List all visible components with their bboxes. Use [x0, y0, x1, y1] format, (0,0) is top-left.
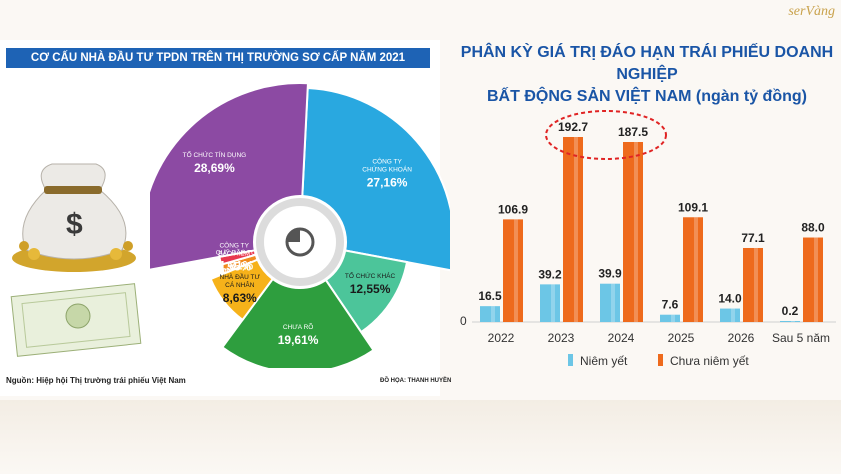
- bar-chart: 0 16.5 106.9 2022 39.2 192.7 2023 39.9 187.5 202…: [460, 110, 836, 368]
- pie-center-icon-mark: [287, 229, 300, 242]
- bar-value-label: 39.9: [598, 267, 622, 281]
- legend-swatch-niem-yet: [568, 354, 573, 366]
- bar-value-label: 0.2: [782, 304, 799, 318]
- bar-shine: [754, 247, 758, 322]
- bar-chua-niem-yet: [563, 137, 583, 322]
- bar-value-label: 7.6: [662, 298, 679, 312]
- bar-value-label: 16.5: [478, 289, 502, 303]
- pie-slice-label: TỔ CHỨC KHÁC: [345, 271, 396, 280]
- bar-chua-niem-yet: [503, 219, 523, 322]
- pie-slice-label: NHÀ ĐẦU TƯ: [220, 271, 261, 281]
- pie-slice-value: 12,55%: [350, 282, 391, 296]
- bar-shine: [731, 308, 735, 322]
- pie-slice-label: CHƯA RÕ: [283, 322, 313, 331]
- x-axis-tick-label: 2022: [488, 331, 515, 345]
- bar-shine: [791, 321, 795, 322]
- pie-slice-label: CÔNG TY: [219, 240, 249, 249]
- pie-slice: [301, 86, 450, 272]
- pie-slice: [209, 258, 275, 322]
- money-bag-icon: $: [12, 163, 136, 272]
- bar-value-label: 187.5: [618, 125, 648, 139]
- highlight-ellipse: [545, 110, 667, 160]
- bar-value-label: 109.1: [678, 200, 708, 214]
- legend-swatch-chua-niem-yet: [658, 354, 663, 366]
- x-axis-tick-label: 2026: [728, 331, 755, 345]
- legend: Niêm yết Chưa niêm yết: [568, 354, 749, 368]
- pie-slice-label-line2: CÁ NHÂN: [225, 280, 255, 289]
- bar-shine: [634, 142, 638, 322]
- pie-slice-value: 1,81%: [219, 258, 253, 272]
- source-note: Nguồn: Hiệp hội Thị trường trái phiếu Vi…: [6, 376, 186, 385]
- bar-shine: [491, 306, 495, 322]
- pie-slice-label-line2: BẢO HIỂM: [218, 248, 250, 257]
- bar-value-label: 14.0: [718, 292, 742, 306]
- bar-chart-title-line1: PHÂN KỲ GIÁ TRỊ ĐÁO HẠN TRÁI PHIẾU DOANH…: [460, 44, 834, 83]
- bar-niem-yet: [720, 308, 740, 322]
- legend-label-chua-niem-yet: Chưa niêm yết: [670, 354, 749, 368]
- bar-shine: [671, 314, 675, 322]
- pie-slice-label: CÔNG TY: [372, 156, 402, 165]
- bar-shine: [574, 137, 578, 322]
- bar-value-label: 88.0: [801, 221, 825, 235]
- y-axis-tick-0: 0: [460, 314, 467, 328]
- graphic-credit: ĐỒ HỌA: THANH HUYỀN: [380, 378, 452, 384]
- bar-value-label: 106.9: [498, 202, 528, 216]
- x-axis-tick-label: 2023: [548, 331, 575, 345]
- bar-value-label: 77.1: [741, 231, 765, 245]
- bar-shine: [514, 219, 518, 322]
- bar-shine: [694, 217, 698, 322]
- pie-slice-label: TỔ CHỨC TÍN DỤNG: [183, 150, 247, 159]
- bar-niem-yet: [780, 321, 800, 322]
- bar-chua-niem-yet: [623, 142, 643, 322]
- bar-shine: [551, 284, 555, 322]
- bar-chua-niem-yet: [683, 217, 703, 322]
- brand-logo: serVàng: [788, 4, 835, 19]
- pie-slice-value: 19,61%: [278, 333, 319, 347]
- svg-text:$: $: [66, 208, 83, 241]
- bar-chua-niem-yet: [743, 247, 763, 322]
- bar-niem-yet: [480, 306, 500, 322]
- x-axis-tick-label: 2024: [608, 331, 635, 345]
- bar-value-label: 192.7: [558, 120, 588, 134]
- x-axis-tick-label: 2025: [668, 331, 695, 345]
- pie-slice-label-line2: CHỨNG KHOÁN: [362, 164, 412, 173]
- pie-slice-value: 8,63%: [223, 291, 257, 305]
- bar-niem-yet: [660, 314, 680, 322]
- pie-slice-value: 27,16%: [367, 175, 408, 189]
- pie-slice: [150, 82, 309, 271]
- x-axis-tick-label: Sau 5 năm: [772, 331, 830, 345]
- legend-label-niem-yet: Niêm yết: [580, 354, 628, 368]
- pie-chart-title: CƠ CẤU NHÀ ĐẦU TƯ TPDN TRÊN THỊ TRƯỜNG S…: [6, 48, 430, 68]
- bottom-backdrop: [0, 400, 841, 474]
- bar-chart-title: PHÂN KỲ GIÁ TRỊ ĐÁO HẠN TRÁI PHIẾU DOANH…: [455, 42, 839, 108]
- pie-slice: [324, 249, 409, 334]
- pie-slice-label: QUỸ ĐẦU TƯ: [216, 246, 257, 256]
- bar-niem-yet: [600, 283, 620, 322]
- pie-slice-value: 28,69%: [194, 161, 235, 175]
- bar-chart-title-line2: BẤT ĐỘNG SẢN VIỆT NAM (ngàn tỷ đồng): [487, 88, 807, 105]
- bar-shine: [814, 237, 818, 322]
- money-illustration: $: [10, 163, 142, 357]
- bond-certificate-icon: [10, 283, 142, 357]
- bar-chua-niem-yet: [803, 237, 823, 322]
- pie-slice: [220, 277, 375, 368]
- bar-niem-yet: [540, 284, 560, 322]
- bar-shine: [611, 283, 615, 322]
- bar-value-label: 39.2: [538, 267, 562, 281]
- pie-slice-value: 1,55%: [217, 259, 251, 273]
